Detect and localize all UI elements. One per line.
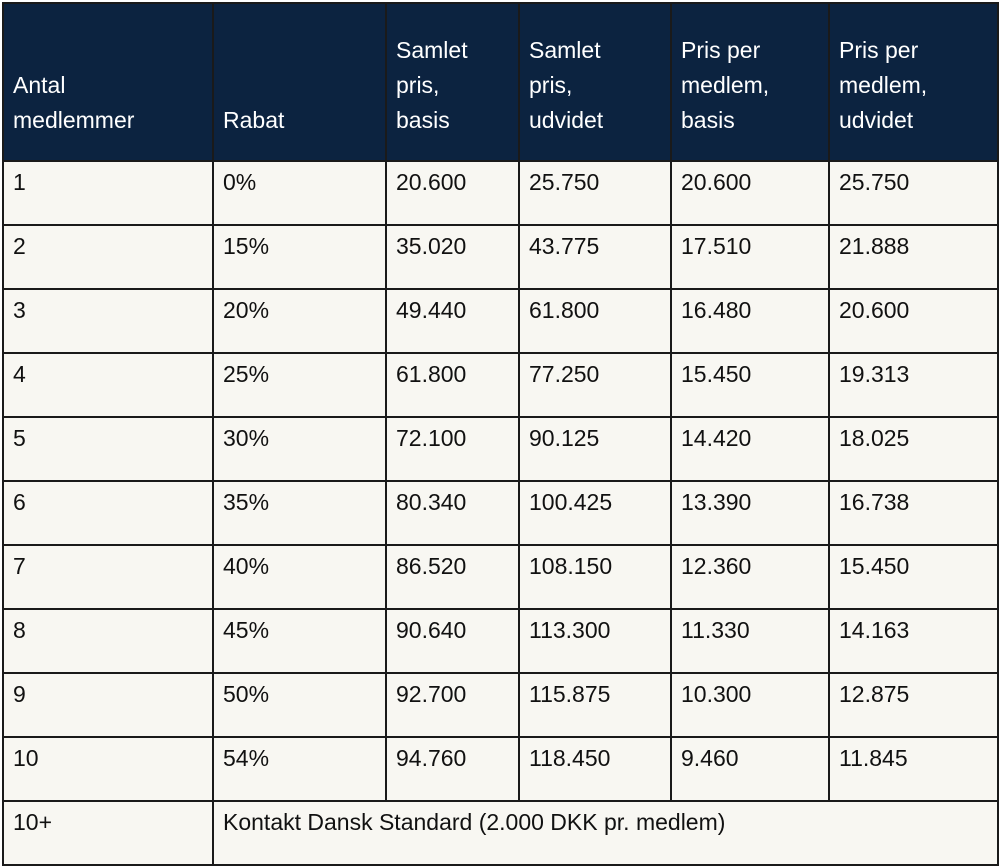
table-cell: 77.250 <box>518 352 672 418</box>
table-cell: 9 <box>2 672 214 738</box>
table-cell: 15% <box>212 224 387 290</box>
footer-row: 10+ Kontakt Dansk Standard (2.000 DKK pr.… <box>2 800 999 866</box>
table-cell: 12.875 <box>828 672 999 738</box>
table-cell: 92.700 <box>385 672 520 738</box>
header-cell: Pris per medlem, udvidet <box>828 2 999 162</box>
table-row: 9 50% 92.700 115.875 10.300 12.875 <box>2 672 999 738</box>
table-cell: 16.480 <box>670 288 830 354</box>
table-body: 1 0% 20.600 25.750 20.600 25.750 2 15% 35.020 43.… <box>2 160 999 866</box>
table-cell: 3 <box>2 288 214 354</box>
header-text: Pris per <box>839 37 919 63</box>
table-cell: 90.640 <box>385 608 520 674</box>
table-cell: 18.025 <box>828 416 999 482</box>
table-cell: 5 <box>2 416 214 482</box>
table-cell: 50% <box>212 672 387 738</box>
contact-note: Kontakt Dansk Standard (2.000 DKK pr. me… <box>212 800 999 866</box>
table-cell: 90.125 <box>518 416 672 482</box>
table-row: 7 40% 86.520 108.150 12.360 15.450 <box>2 544 999 610</box>
table-row: 3 20% 49.440 61.800 16.480 20.600 <box>2 288 999 354</box>
header-cell: Pris per medlem, basis <box>670 2 830 162</box>
table-cell: 9.460 <box>670 736 830 802</box>
table-cell: 30% <box>212 416 387 482</box>
table-cell: 1 <box>2 160 214 226</box>
table-cell: 25.750 <box>828 160 999 226</box>
table-cell: 10+ <box>2 800 214 866</box>
table-cell: 6 <box>2 480 214 546</box>
table-row: 2 15% 35.020 43.775 17.510 21.888 <box>2 224 999 290</box>
table-row: 6 35% 80.340 100.425 13.390 16.738 <box>2 480 999 546</box>
header-text: medlem, <box>839 72 928 98</box>
table-cell: 45% <box>212 608 387 674</box>
table-cell: 2 <box>2 224 214 290</box>
header-text: pris, <box>529 72 573 98</box>
table-cell: 11.845 <box>828 736 999 802</box>
header-text: pris, <box>396 72 440 98</box>
table-cell: 10.300 <box>670 672 830 738</box>
header-text: Samlet <box>529 37 601 63</box>
table-cell: 108.150 <box>518 544 672 610</box>
table-cell: 10 <box>2 736 214 802</box>
table-cell: 11.330 <box>670 608 830 674</box>
table-cell: 17.510 <box>670 224 830 290</box>
table-cell: 20% <box>212 288 387 354</box>
header-text: udvidet <box>529 107 604 133</box>
header-row: Antal medlemmer Rabat Samlet pris, basis Samle… <box>2 2 999 162</box>
table-cell: 80.340 <box>385 480 520 546</box>
header-cell: Antal medlemmer <box>2 2 214 162</box>
table-cell: 19.313 <box>828 352 999 418</box>
header-text: udvidet <box>839 107 914 133</box>
table-cell: 40% <box>212 544 387 610</box>
table-cell: 14.163 <box>828 608 999 674</box>
table-row: 5 30% 72.100 90.125 14.420 18.025 <box>2 416 999 482</box>
header-text: Rabat <box>223 107 285 133</box>
table-cell: 61.800 <box>518 288 672 354</box>
table-cell: 25.750 <box>518 160 672 226</box>
table-cell: 4 <box>2 352 214 418</box>
table-cell: 16.738 <box>828 480 999 546</box>
table-row: 8 45% 90.640 113.300 11.330 14.163 <box>2 608 999 674</box>
table-cell: 20.600 <box>828 288 999 354</box>
table-cell: 7 <box>2 544 214 610</box>
table-cell: 54% <box>212 736 387 802</box>
table-cell: 86.520 <box>385 544 520 610</box>
header-cell: Rabat <box>212 2 387 162</box>
table-cell: 20.600 <box>670 160 830 226</box>
table-cell: 72.100 <box>385 416 520 482</box>
table-cell: 35.020 <box>385 224 520 290</box>
table-row: 4 25% 61.800 77.250 15.450 19.313 <box>2 352 999 418</box>
table-cell: 14.420 <box>670 416 830 482</box>
table-cell: 13.390 <box>670 480 830 546</box>
table-row: 10 54% 94.760 118.450 9.460 11.845 <box>2 736 999 802</box>
table-cell: 61.800 <box>385 352 520 418</box>
header-text: medlem, <box>681 72 770 98</box>
table-cell: 25% <box>212 352 387 418</box>
table-cell: 43.775 <box>518 224 672 290</box>
header-text: basis <box>396 107 450 133</box>
table-row: 1 0% 20.600 25.750 20.600 25.750 <box>2 160 999 226</box>
table-cell: 100.425 <box>518 480 672 546</box>
header-text: Pris per <box>681 37 761 63</box>
header-text: basis <box>681 107 735 133</box>
table-cell: 21.888 <box>828 224 999 290</box>
table-cell: 0% <box>212 160 387 226</box>
table-cell: 35% <box>212 480 387 546</box>
table-cell: 12.360 <box>670 544 830 610</box>
header-text: Antal <box>13 72 66 98</box>
table-cell: 94.760 <box>385 736 520 802</box>
header-cell: Samlet pris, udvidet <box>518 2 672 162</box>
table-cell: 113.300 <box>518 608 672 674</box>
table-cell: 118.450 <box>518 736 672 802</box>
table-cell: 8 <box>2 608 214 674</box>
table-cell: 20.600 <box>385 160 520 226</box>
table-cell: 15.450 <box>670 352 830 418</box>
table-cell: 49.440 <box>385 288 520 354</box>
header-cell: Samlet pris, basis <box>385 2 520 162</box>
table-cell: 15.450 <box>828 544 999 610</box>
header-text: medlemmer <box>13 107 135 133</box>
table-cell: 115.875 <box>518 672 672 738</box>
header-text: Samlet <box>396 37 468 63</box>
